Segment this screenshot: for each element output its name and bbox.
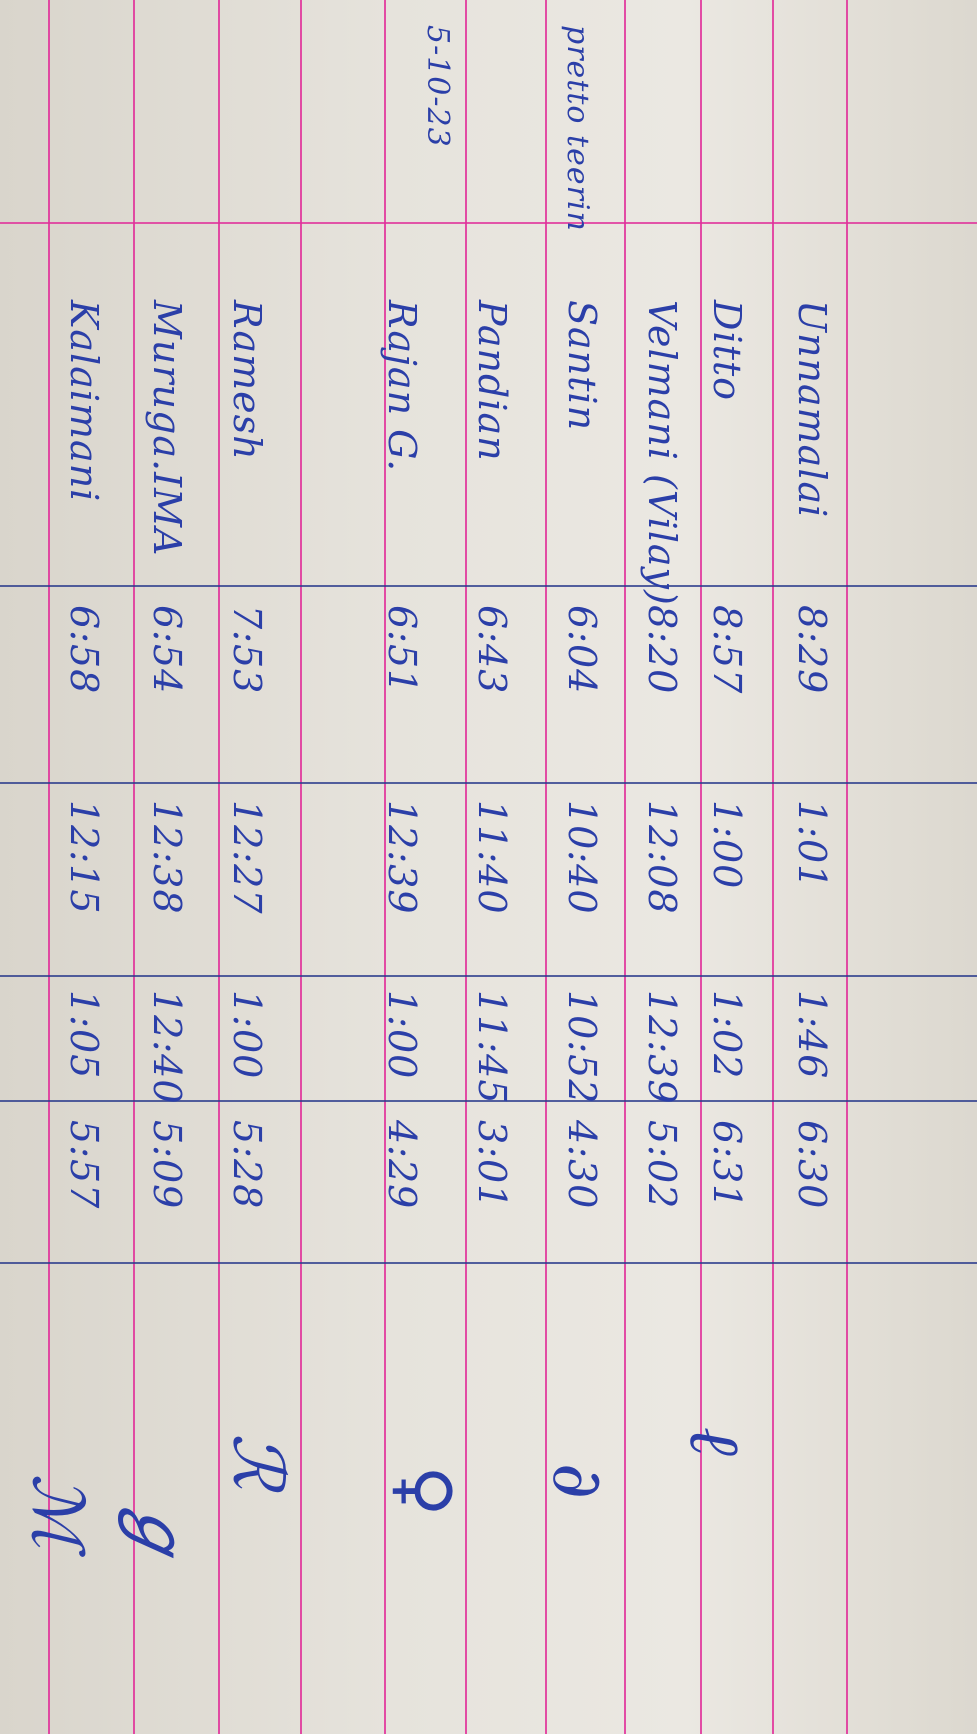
time-in: 8:20: [640, 605, 684, 695]
time-in: 6:54: [145, 605, 189, 695]
time-lunch-in: 12:40: [145, 990, 189, 1105]
employee-name: Rajan G.: [380, 300, 424, 473]
time-lunch-in: 1:02: [705, 990, 749, 1080]
employee-name: Pandian: [470, 300, 514, 462]
pink-rule: [700, 0, 702, 1734]
time-lunch-out: 12:27: [225, 800, 269, 915]
time-out: 3:01: [470, 1120, 514, 1210]
column-divider: [0, 782, 977, 784]
employee-name: Ramesh: [225, 300, 269, 461]
employee-name: Ditto: [705, 300, 749, 402]
column-divider: [0, 1262, 977, 1264]
time-lunch-out: 12:15: [62, 800, 106, 915]
employee-name: Muruga.IMA: [145, 300, 189, 557]
signature-mark: ℛ: [216, 1433, 299, 1489]
side-note: pretto teerin: [560, 25, 595, 232]
time-lunch-in: 1:46: [790, 990, 834, 1080]
pink-rule: [846, 0, 848, 1734]
employee-name: Santin: [560, 300, 604, 432]
time-in: 6:58: [62, 605, 106, 695]
pink-rule: [218, 0, 220, 1734]
time-lunch-in: 10:52: [560, 990, 604, 1105]
time-out: 5:28: [225, 1120, 269, 1210]
employee-name: Velmani (Vilay): [640, 300, 684, 606]
pink-rule: [772, 0, 774, 1734]
time-in: 8:57: [705, 605, 749, 695]
time-out: 5:09: [145, 1120, 189, 1210]
time-lunch-out: 1:00: [705, 800, 749, 890]
time-out: 6:31: [705, 1120, 749, 1210]
pink-rule: [545, 0, 547, 1734]
pink-rule: [624, 0, 626, 1734]
pink-rule: [384, 0, 386, 1734]
time-out: 4:29: [380, 1120, 424, 1210]
signature-mark: ♀: [384, 1465, 467, 1517]
time-in: 6:04: [560, 605, 604, 695]
signature-mark: ∂: [537, 1462, 620, 1500]
signature-mark: ℊ: [118, 1495, 201, 1566]
employee-name: Unnamalai: [790, 300, 834, 519]
time-lunch-out: 12:08: [640, 800, 684, 915]
pink-rule: [300, 0, 302, 1734]
time-lunch-in: 11:45: [470, 990, 514, 1105]
time-lunch-in: 12:39: [640, 990, 684, 1105]
time-lunch-out: 10:40: [560, 800, 604, 915]
time-out: 5:02: [640, 1120, 684, 1210]
pink-rule: [133, 0, 135, 1734]
time-lunch-out: 12:38: [145, 800, 189, 915]
signature-mark: ℓ: [674, 1426, 757, 1457]
time-lunch-in: 1:00: [380, 990, 424, 1080]
time-in: 7:53: [225, 605, 269, 695]
time-in: 6:43: [470, 605, 514, 695]
pink-rule: [465, 0, 467, 1734]
date-note: 5-10-23: [420, 25, 455, 148]
time-out: 6:30: [790, 1120, 834, 1210]
time-out: 4:30: [560, 1120, 604, 1210]
time-in: 6:51: [380, 605, 424, 695]
time-lunch-in: 1:05: [62, 990, 106, 1080]
signature-mark: ℳ: [16, 1473, 99, 1549]
time-lunch-out: 11:40: [470, 800, 514, 915]
margin-line: [0, 222, 977, 224]
time-lunch-in: 1:00: [225, 990, 269, 1080]
time-in: 8:29: [790, 605, 834, 695]
column-divider: [0, 585, 977, 587]
time-out: 5:57: [62, 1120, 106, 1210]
time-lunch-out: 12:39: [380, 800, 424, 915]
column-divider: [0, 975, 977, 977]
employee-name: Kalaimani: [62, 300, 106, 503]
time-lunch-out: 1:01: [790, 800, 834, 890]
column-divider: [0, 1100, 977, 1102]
pink-rule: [48, 0, 50, 1734]
